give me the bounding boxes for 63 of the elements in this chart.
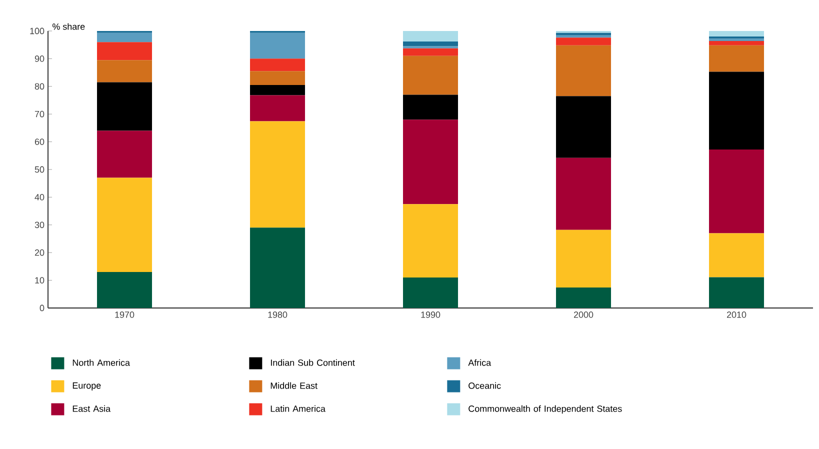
- x-tick-label: 1970: [115, 312, 134, 318]
- bar: [403, 120, 458, 204]
- bar: [97, 42, 152, 60]
- y-tick-label: 40: [34, 194, 44, 200]
- y-tick-label: 0: [40, 304, 44, 312]
- bar: [556, 158, 612, 230]
- bar: [709, 72, 764, 150]
- bar: [556, 35, 612, 38]
- legend-label: Latin America: [270, 405, 326, 412]
- bar: [556, 38, 612, 46]
- y-axis-title: % share: [52, 23, 85, 30]
- bar: [403, 278, 458, 308]
- legend-label: East Asia: [72, 405, 111, 412]
- y-tick-label: 30: [34, 222, 44, 228]
- bar: [97, 32, 152, 42]
- y-tick-label: 100: [30, 28, 44, 34]
- bar: [556, 230, 612, 288]
- bar: [709, 45, 764, 72]
- x-tick-label: 2010: [726, 312, 746, 318]
- bar: [709, 233, 764, 278]
- y-tick-label: 80: [34, 83, 44, 90]
- bar: [709, 150, 764, 234]
- legend-label: Oceanic: [468, 382, 501, 389]
- bar: [97, 60, 152, 82]
- bar: [556, 32, 612, 36]
- legend-label: Indian Sub Continent: [271, 359, 355, 366]
- bar: [556, 45, 612, 96]
- legend-label: Europe: [72, 382, 101, 390]
- bar: [250, 121, 306, 228]
- bar: [403, 30, 458, 42]
- x-tick-label: 1980: [268, 312, 288, 318]
- bar: [250, 58, 306, 72]
- y-tick-label: 20: [34, 249, 44, 256]
- bar: [250, 228, 306, 308]
- bar: [97, 82, 152, 131]
- legend-label: Africa: [468, 359, 492, 366]
- bar: [556, 287, 612, 308]
- bar: [709, 277, 764, 308]
- bar: [250, 95, 306, 122]
- bar: [97, 272, 152, 308]
- legend-label: Commonwealth of Independent States: [468, 405, 622, 414]
- bar: [709, 30, 764, 37]
- bar: [709, 40, 764, 46]
- y-tick-label: 90: [34, 56, 44, 62]
- x-tick-label: 1990: [421, 312, 440, 318]
- y-tick-label: 50: [34, 166, 44, 173]
- bar: [97, 178, 152, 272]
- bar: [403, 56, 458, 95]
- y-tick-label: 10: [35, 277, 44, 284]
- x-tick-label: 2000: [574, 312, 594, 318]
- bar: [250, 71, 306, 85]
- legend-label: Middle East: [270, 382, 318, 389]
- legend-label: North America: [72, 359, 130, 366]
- bar: [556, 96, 612, 158]
- bar: [403, 94, 458, 120]
- y-tick-label: 60: [34, 138, 44, 145]
- bar: [250, 32, 306, 59]
- bar: [403, 48, 458, 56]
- bar: [403, 204, 458, 278]
- bar: [97, 130, 152, 178]
- y-tick-label: 70: [34, 110, 44, 118]
- bar: [250, 85, 306, 96]
- bar: [403, 42, 458, 46]
